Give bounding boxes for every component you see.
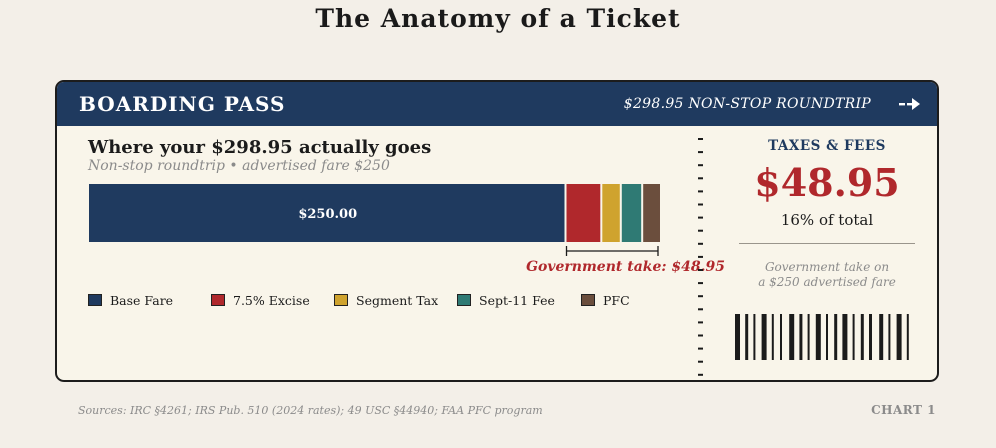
- barcode-bar: [780, 314, 782, 360]
- government-take-label: Government take: $48.95: [526, 259, 725, 275]
- stub-divider: [739, 243, 915, 244]
- bar-segment-7-5-excise: [566, 184, 601, 242]
- barcode-bar: [789, 314, 795, 360]
- perforation-dash: [698, 242, 703, 245]
- legend-label: Sept-11 Fee: [479, 293, 555, 308]
- taxes-fees-amount: $48.95: [754, 160, 900, 205]
- bar-segment-base-fare: [89, 184, 565, 242]
- bar-data-label: $250.00: [298, 207, 357, 222]
- perforation-line: [698, 138, 703, 376]
- barcode-bar: [869, 314, 872, 360]
- legend-label: Segment Tax: [356, 293, 439, 308]
- arrow-right-icon: [899, 98, 920, 110]
- bar-segment-sept-11-fee: [621, 184, 642, 242]
- legend-swatch: [457, 294, 471, 306]
- bar-segment-segment-tax: [602, 184, 620, 242]
- legend-swatch: [88, 294, 102, 306]
- sources-note: Sources: IRC §4261; IRS Pub. 510 (2024 r…: [78, 404, 543, 417]
- perforation-dash: [698, 308, 703, 311]
- barcode-bar: [834, 314, 838, 360]
- perforation-dash: [698, 138, 703, 140]
- legend-swatch: [211, 294, 225, 306]
- legend-swatch: [334, 294, 348, 306]
- barcode-bar: [807, 314, 810, 360]
- barcode: [735, 314, 909, 360]
- perforation-dash: [698, 164, 703, 167]
- legend-label: 7.5% Excise: [233, 293, 310, 308]
- chart-subheading: Non-stop roundtrip • advertised fare $25…: [88, 158, 390, 174]
- barcode-bar: [745, 314, 749, 360]
- barcode-bar: [771, 314, 774, 360]
- stub-note: Government take on a $250 advertised far…: [717, 260, 937, 290]
- bar-segment-pfc: [643, 184, 660, 242]
- barcode-bar: [896, 314, 902, 360]
- perforation-dash: [698, 177, 703, 180]
- ticket-header: BOARDING PASS $298.95 NON-STOP ROUNDTRIP: [57, 82, 937, 126]
- chart-heading: Where your $298.95 actually goes: [88, 137, 432, 158]
- perforation-dash: [698, 295, 703, 298]
- chart-number: CHART 1: [871, 403, 936, 417]
- barcode-bar: [753, 314, 756, 360]
- perforation-dash: [698, 190, 703, 193]
- perforation-dash: [698, 321, 703, 324]
- perforation-dash: [698, 203, 703, 206]
- boarding-pass-label: BOARDING PASS: [79, 92, 286, 116]
- chart-title: The Anatomy of a Ticket: [315, 4, 681, 33]
- stub-note-line-2: a $250 advertised fare: [758, 275, 896, 289]
- boarding-pass-card: BOARDING PASS $298.95 NON-STOP ROUNDTRIP…: [55, 80, 939, 382]
- perforation-dash: [698, 334, 703, 337]
- stub-note-line-1: Government take on: [764, 260, 890, 274]
- barcode-bar: [735, 314, 740, 360]
- perforation-dash: [698, 269, 703, 271]
- barcode-bar: [860, 314, 864, 360]
- stacked-bar-chart: $250.00: [89, 184, 660, 256]
- barcode-bar: [906, 314, 909, 360]
- perforation-dash: [698, 216, 703, 219]
- perforation-dash: [698, 255, 703, 258]
- barcode-bar: [815, 314, 821, 360]
- perforation-dash: [698, 347, 703, 350]
- barcode-bar: [879, 314, 884, 360]
- legend-label: Base Fare: [110, 293, 174, 308]
- barcode-bar: [799, 314, 803, 360]
- legend-label: PFC: [603, 293, 630, 308]
- barcode-bar: [852, 314, 855, 360]
- barcode-bar: [888, 314, 891, 360]
- taxes-fees-label: TAXES & FEES: [768, 138, 886, 154]
- perforation-dash: [698, 229, 703, 232]
- perforation-dash: [698, 282, 703, 285]
- perforation-dash: [698, 360, 703, 363]
- barcode-bar: [826, 314, 828, 360]
- fare-summary-label: $298.95 NON-STOP ROUNDTRIP: [623, 96, 871, 112]
- perforation-dash: [698, 151, 703, 154]
- barcode-bar: [761, 314, 767, 360]
- legend-swatch: [581, 294, 595, 306]
- perforation-dash: [698, 373, 703, 376]
- barcode-bar: [842, 314, 848, 360]
- share-of-total: 16% of total: [780, 211, 874, 229]
